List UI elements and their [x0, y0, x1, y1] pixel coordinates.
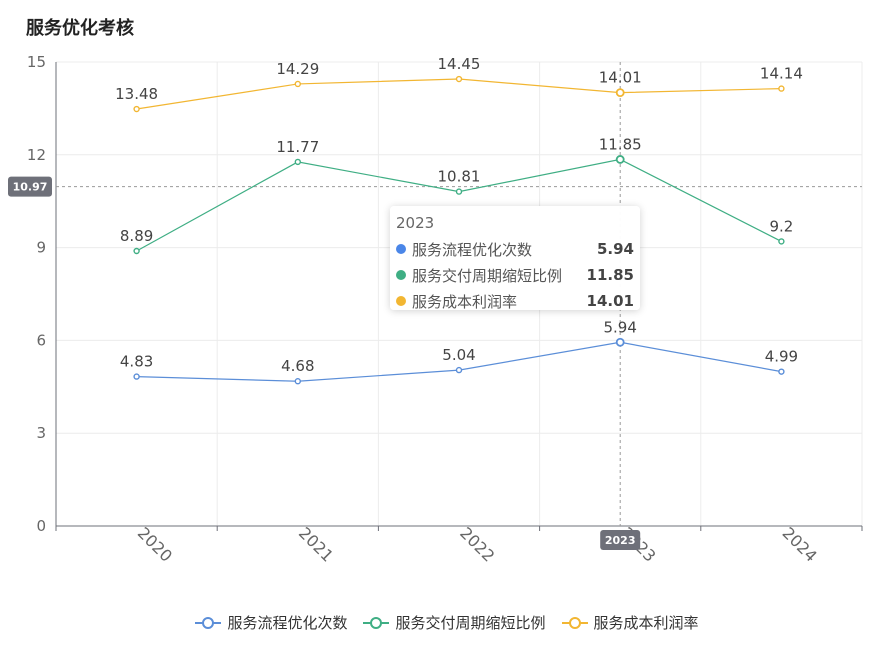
tooltip-series-name: 服务交付周期缩短比例 — [412, 266, 563, 285]
data-point — [294, 158, 301, 166]
data-label: 5.04 — [442, 346, 475, 364]
x-tick-label: 2024 — [779, 523, 821, 565]
x-tick-label: 2021 — [295, 523, 337, 565]
data-point — [294, 80, 301, 88]
chart-title: 服务优化考核 — [26, 18, 134, 39]
y-tick-label: 3 — [36, 424, 46, 442]
tooltip-series-value: 11.85 — [586, 266, 634, 284]
data-label: 14.45 — [438, 55, 481, 73]
data-point — [133, 373, 140, 380]
data-label: 4.83 — [120, 353, 153, 371]
tooltip-series-value: 5.94 — [596, 240, 634, 258]
series-line — [136, 78, 782, 110]
y-tick-label: 0 — [36, 517, 46, 535]
data-label: 14.01 — [599, 69, 642, 87]
tooltip-series-value: 14.01 — [586, 292, 634, 310]
x-tick-label: 2022 — [456, 523, 498, 565]
data-point — [455, 188, 463, 195]
x-tick-label: 2020 — [134, 523, 176, 565]
legend-item[interactable]: 服务流程优化次数 — [195, 612, 347, 633]
legend-item[interactable]: 服务成本利润率 — [561, 612, 699, 633]
legend-label: 服务流程优化次数 — [227, 614, 348, 632]
crosshair: 10.97 2023 — [8, 62, 862, 550]
y-tick-label: 12 — [27, 146, 46, 164]
data-label: 10.81 — [438, 168, 481, 186]
tooltip-series-name: 服务成本利润率 — [412, 292, 518, 311]
data-label: 11.85 — [599, 135, 642, 153]
y-tick-label: 15 — [27, 53, 46, 71]
data-label: 8.89 — [120, 227, 153, 245]
legend-item[interactable]: 服务交付周期缩短比例 — [363, 612, 546, 633]
tooltip-dot — [396, 270, 406, 280]
data-point — [133, 105, 140, 113]
tooltip-dot — [396, 296, 406, 306]
legend-line-circle-icon — [363, 616, 390, 629]
data-point — [615, 337, 625, 347]
data-point — [455, 366, 463, 374]
tooltip: 2023 服务流程优化次数 5.94 服务交付周期缩短比例 11.85 服务成本… — [390, 206, 640, 311]
data-point — [778, 368, 785, 375]
tooltip-row: 服务成本利润率 14.01 — [396, 288, 634, 314]
data-point — [615, 155, 625, 164]
tooltip-row: 服务流程优化次数 5.94 — [396, 236, 634, 262]
series-layer: 4.83 4.68 5.04 5.94 4.99 8.89 11.77 10.81 11.85 9… — [115, 55, 803, 385]
crosshair-x-badge-label: 2023 — [605, 534, 636, 547]
data-point — [294, 378, 301, 385]
tooltip-series-name: 服务流程优化次数 — [412, 240, 533, 259]
data-point — [133, 247, 140, 255]
y-tick-label: 6 — [36, 331, 46, 349]
data-label: 4.68 — [281, 357, 314, 375]
data-label: 14.14 — [760, 65, 803, 83]
tooltip-row: 服务交付周期缩短比例 11.85 — [396, 262, 634, 288]
data-label: 14.29 — [276, 60, 319, 78]
crosshair-x-badge — [600, 530, 641, 550]
tooltip-title: 2023 — [396, 214, 435, 232]
tooltip-dot — [396, 244, 406, 254]
data-label: 11.77 — [276, 138, 319, 156]
data-label: 5.94 — [603, 318, 636, 336]
legend-line-circle-icon — [561, 616, 588, 629]
data-label: 4.99 — [765, 348, 798, 366]
legend-label: 服务交付周期缩短比例 — [395, 614, 546, 632]
legend: 服务流程优化次数 服务交付周期缩短比例 服务成本利润率 — [0, 612, 894, 633]
crosshair-y-badge — [8, 176, 52, 197]
data-label: 9.2 — [769, 217, 793, 235]
y-tick-label: 9 — [36, 239, 46, 257]
crosshair-y-badge-label: 10.97 — [13, 181, 48, 194]
legend-line-circle-icon — [195, 616, 222, 629]
data-label: 13.48 — [115, 85, 158, 103]
legend-label: 服务成本利润率 — [593, 614, 699, 632]
data-point — [778, 238, 785, 245]
data-point — [778, 85, 785, 92]
data-point — [615, 88, 625, 98]
data-point — [455, 75, 463, 83]
